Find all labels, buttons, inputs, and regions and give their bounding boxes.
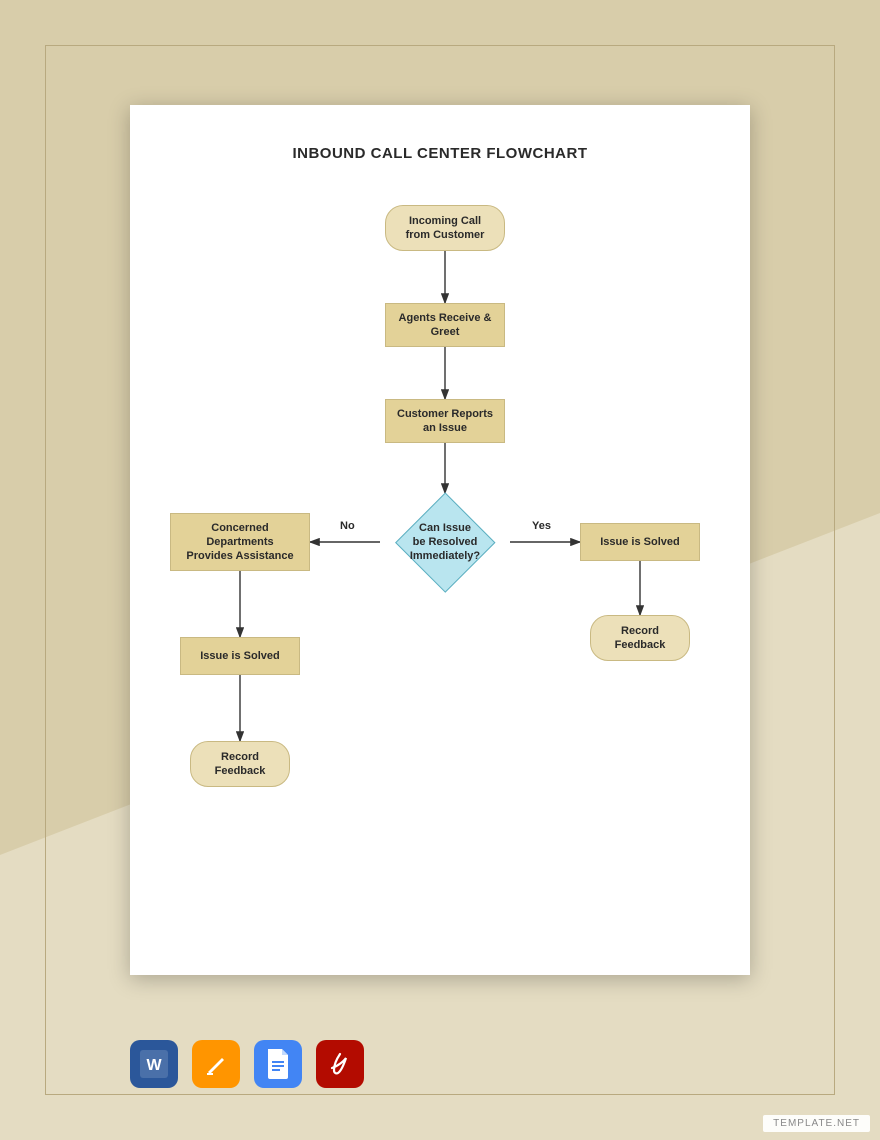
format-icons-row: W — [130, 1040, 364, 1088]
flow-node-terminator: RecordFeedback — [590, 615, 690, 661]
word-icon-letter: W — [146, 1057, 162, 1074]
flow-node-process: Issue is Solved — [180, 637, 300, 675]
flow-edge-label: Yes — [532, 520, 551, 532]
flow-node-terminator: Incoming Callfrom Customer — [385, 205, 505, 251]
word-icon[interactable]: W — [130, 1040, 178, 1088]
pages-icon[interactable] — [192, 1040, 240, 1088]
watermark: TEMPLATE.NET — [763, 1115, 870, 1132]
flow-node-terminator: RecordFeedback — [190, 741, 290, 787]
flow-node-process: Issue is Solved — [580, 523, 700, 561]
pdf-icon[interactable] — [316, 1040, 364, 1088]
flowchart-canvas: Incoming Callfrom Customer Agents Receive… — [130, 105, 750, 975]
gdocs-icon[interactable] — [254, 1040, 302, 1088]
flow-node-process: Agents Receive &Greet — [385, 303, 505, 347]
flow-node-process: Customer Reportsan Issue — [385, 399, 505, 443]
flow-node-label: Can Issuebe ResolvedImmediately? — [380, 493, 510, 591]
flow-node-decision: Can Issuebe ResolvedImmediately? — [380, 493, 510, 591]
document-page: INBOUND CALL CENTER FLOWCHART Incoming C… — [130, 105, 750, 975]
flow-node-process: ConcernedDepartmentsProvides Assistance — [170, 513, 310, 571]
flow-edge-label: No — [340, 520, 355, 532]
